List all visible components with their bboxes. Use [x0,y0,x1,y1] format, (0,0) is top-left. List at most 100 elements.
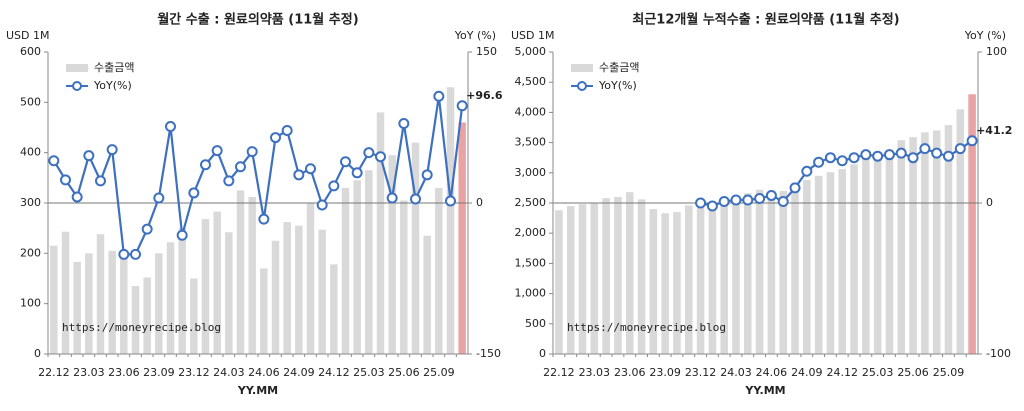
y-tick-label: 1,000 [515,287,547,300]
bar [708,203,717,354]
yoy-marker [176,229,188,241]
yoy-marker [328,180,340,192]
x-tick-label: 25.09 [423,366,455,379]
yoy-marker [777,195,789,207]
x-tick-label: 24.12 [318,366,350,379]
bar [555,210,563,354]
bar [446,87,455,354]
yoy-marker [106,144,118,156]
yoy-marker [907,152,919,164]
bar [400,200,408,354]
yoy-marker [445,195,456,207]
yoy-marker [130,248,141,260]
legend-marker [577,81,587,91]
y2-axis-label: YoY (%) [454,29,496,42]
x-tick-label: 25.03 [353,366,385,379]
chart-title: 월간 수출 : 원료의약품 (11월 추정) [157,12,358,28]
y-tick-label: 5,000 [515,45,547,58]
value-label: +96.6 [466,89,503,102]
yoy-marker [153,192,165,204]
yoy-marker [200,159,211,171]
yoy-marker [235,161,246,173]
x-tick-label: 23.03 [73,366,105,379]
x-tick-label: 24.03 [720,366,752,379]
yoy-marker [48,155,60,167]
bar [720,201,728,354]
bar [649,209,658,354]
yoy-marker [118,248,130,260]
bar [295,225,303,354]
legend-label: YoY(%) [598,79,637,92]
yoy-marker [363,147,375,159]
x-tick-label: 23.06 [614,366,646,379]
yoy-marker [258,213,270,225]
yoy-marker [95,175,106,187]
bar [909,137,917,354]
x-tick-label: 24.12 [826,366,858,379]
bar [744,193,752,354]
yoy-marker [71,191,83,203]
bar [625,192,634,354]
x-tick-label: 25.09 [933,366,965,379]
yoy-marker [695,197,707,209]
bar [435,187,443,354]
y-tick-label: 4,500 [515,75,547,88]
yoy-marker [60,174,71,186]
x-tick-label: 22.12 [543,366,575,379]
bar [602,198,610,354]
bar [944,125,953,354]
yoy-marker [305,163,316,175]
yoy-marker [848,152,860,164]
bar [767,193,776,354]
yoy-marker [954,143,966,155]
bar [96,234,105,354]
bar [873,155,882,354]
y-tick-label: 2,500 [515,196,547,209]
bar [248,196,256,354]
x-tick-label: 23.06 [108,366,140,379]
yoy-marker [824,152,836,164]
yoy-marker [801,165,813,177]
yoy-marker [730,194,742,206]
y2-tick-label: 0 [476,196,483,209]
bar [803,180,811,354]
value-label: +41.2 [976,124,1012,137]
bar [566,206,575,354]
bar [826,172,835,354]
y-tick-label: 3,500 [515,136,547,149]
yoy-marker [410,193,421,205]
legend-swatch [571,64,593,72]
bar [614,196,622,354]
bar [376,112,385,355]
bar [696,207,705,354]
y2-tick-label: 150 [476,45,497,58]
x-tick-label: 24.06 [248,366,280,379]
bar [956,109,965,354]
yoy-marker [919,143,931,155]
yoy-marker [456,100,468,112]
yoy-marker [281,125,293,137]
x-tick-label: 23.03 [579,366,611,379]
watermark: https://moneyrecipe.blog [62,321,221,334]
chart-panel: 월간 수출 : 원료의약품 (11월 추정) USD 1M YoY (%) YY.MM… [6,12,503,398]
bar [732,199,740,354]
yoy-marker [754,192,766,204]
yoy-marker [706,200,718,212]
bar [61,231,70,354]
y2-tick-label: 100 [986,45,1007,58]
y2-tick-label: -150 [476,347,501,360]
bar [283,222,291,354]
yoy-marker [340,156,351,168]
bar [814,175,823,354]
yoy-marker [386,192,398,204]
yoy-marker [188,187,200,199]
legend-swatch [66,64,88,72]
yoy-marker [351,167,363,179]
yoy-marker [942,150,954,162]
bar [388,155,396,354]
yoy-marker [246,146,258,158]
bar [85,253,93,354]
yoy-marker [165,120,176,132]
x-tick-label: 23.09 [143,366,175,379]
x-tick-label: 23.12 [178,366,210,379]
